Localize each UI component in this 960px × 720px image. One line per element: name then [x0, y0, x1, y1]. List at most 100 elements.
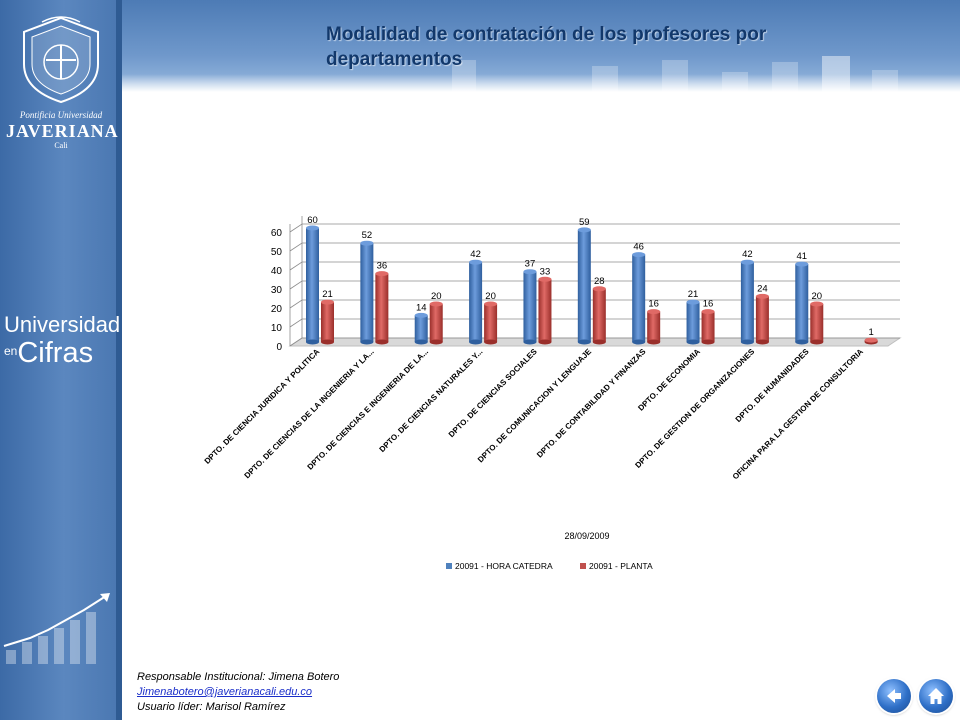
bar-base — [592, 339, 606, 345]
data-label: 42 — [470, 249, 481, 260]
bar-base — [632, 339, 646, 345]
bar-top — [414, 312, 428, 318]
bar-hora-catedra — [306, 228, 319, 342]
bar-top — [810, 301, 824, 307]
bar-top — [740, 259, 754, 265]
bar-base — [469, 339, 483, 345]
category-label: DPTO. DE COMUNICACION Y LENGUAJE — [476, 347, 594, 465]
bar-base — [577, 339, 591, 345]
bar-top — [647, 309, 661, 315]
bar-hora-catedra — [632, 254, 646, 342]
bar-hora-catedra — [577, 229, 591, 342]
bar-base — [375, 339, 389, 345]
bar-base — [306, 339, 319, 345]
bar-base — [740, 339, 754, 345]
bar-top — [632, 252, 646, 258]
bar-top — [321, 299, 334, 305]
bar-top — [375, 271, 389, 277]
brand-word-cifras: Cifras — [17, 337, 94, 369]
data-label: 46 — [633, 242, 644, 253]
date-label: 28/09/2009 — [564, 531, 609, 541]
category-label: DPTO. DE CIENCIAS E INGENIERIA DE LA... — [306, 347, 431, 472]
data-label: 20 — [431, 291, 442, 302]
data-label: 16 — [703, 299, 714, 310]
bar-top — [360, 240, 374, 246]
bar-hora-catedra — [795, 264, 809, 342]
category-label: DPTO. DE CIENCIAS NATURALES Y... — [378, 347, 485, 454]
data-label: 28 — [594, 276, 605, 287]
university-name-line1: Pontificia Universidad — [19, 110, 103, 120]
bar-top — [864, 337, 878, 343]
y-tick-label: 30 — [271, 285, 283, 296]
data-label: 36 — [377, 261, 388, 272]
bar-top — [484, 301, 498, 307]
bar-planta — [375, 273, 389, 342]
data-label: 20 — [485, 291, 496, 302]
data-label: 42 — [742, 249, 753, 260]
bar-top — [686, 299, 700, 305]
home-icon — [928, 688, 944, 704]
category-label: DPTO. DE CONTABILIDAD Y FINANZAS — [535, 347, 648, 460]
bar-top — [795, 261, 809, 267]
data-label: 20 — [811, 291, 822, 302]
bar-planta — [647, 311, 661, 342]
y-tick-label: 0 — [276, 342, 282, 353]
data-label: 59 — [579, 217, 590, 228]
bar-planta — [538, 279, 552, 342]
bar-planta — [321, 302, 334, 342]
home-button[interactable] — [919, 679, 953, 713]
bar-base — [647, 339, 661, 345]
legend-swatch — [446, 563, 452, 569]
footer: Responsable Institucional: Jimena Botero… — [137, 670, 339, 715]
brand-word-universidad: Universidad — [4, 312, 121, 337]
bar-top — [306, 225, 319, 231]
footer-leader: Usuario líder: Marisol Ramírez — [137, 701, 286, 713]
category-label: DPTO. DE GESTION DE ORGANIZACIONES — [633, 347, 756, 470]
footer-email-link[interactable]: Jimenabotero@javerianacali.edu.co — [137, 686, 313, 698]
legend-label: 20091 - HORA CATEDRA — [455, 561, 553, 571]
y-tick-label: 20 — [271, 304, 283, 315]
bar-hora-catedra — [523, 271, 537, 342]
y-tick-label: 10 — [271, 323, 283, 334]
back-button[interactable] — [877, 679, 911, 713]
category-label: DPTO. DE CIENCIAS SOCIALES — [447, 347, 540, 440]
bar-base — [484, 339, 498, 345]
data-label: 60 — [307, 215, 318, 226]
bar-top — [469, 259, 483, 265]
bar-planta — [484, 304, 498, 342]
y-tick-label: 60 — [271, 228, 283, 239]
bar-planta — [429, 304, 443, 342]
bar-top — [429, 301, 443, 307]
bar-base — [538, 339, 552, 345]
page-title: Modalidad de contratación de los profeso… — [326, 24, 767, 70]
growth-chart-icon — [3, 593, 110, 664]
category-label: OFICINA PARA LA GESTION DE CONSULTORIA — [731, 347, 865, 481]
bar-top — [538, 276, 552, 282]
footer-responsible: Responsable Institucional: Jimena Botero — [137, 671, 340, 683]
university-name-line2: JAVERIANA — [6, 121, 119, 141]
back-arrow-icon — [887, 689, 901, 703]
bar-planta — [592, 288, 606, 342]
bar-planta — [701, 311, 715, 342]
category-label: DPTO. DE CIENCIA JURIDICA Y POLITICA — [203, 347, 322, 466]
bar-top — [592, 286, 606, 292]
bar-base — [755, 339, 769, 345]
gridline — [289, 223, 900, 233]
bar-base — [523, 339, 537, 345]
legend-swatch — [580, 563, 586, 569]
bar-top — [755, 293, 769, 299]
brand-word-en: en — [4, 344, 18, 358]
bar-base — [686, 339, 700, 345]
data-label: 24 — [757, 283, 768, 294]
bar-top — [701, 309, 715, 315]
bar-hora-catedra — [360, 243, 374, 342]
university-name-line3: Cali — [54, 141, 68, 150]
sidebar: Pontificia Universidad JAVERIANA Cali Un… — [0, 0, 122, 720]
data-label: 41 — [796, 251, 807, 262]
data-label: 21 — [322, 289, 333, 300]
bar-chart: 0 10 20 30 40 50 60 60 21 DPTO. DE CIENCIA JURIDI… — [203, 215, 902, 571]
gridline — [289, 242, 900, 252]
bar-base — [701, 339, 715, 345]
bar-base — [795, 339, 809, 345]
bar-base — [360, 339, 374, 345]
